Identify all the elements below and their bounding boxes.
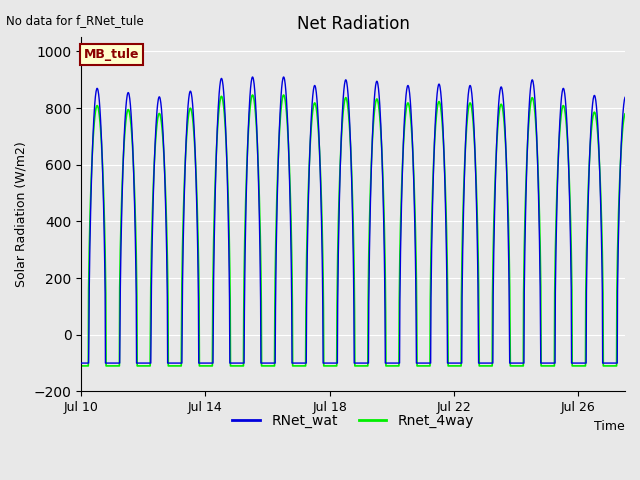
Line: RNet_wat: RNet_wat	[81, 77, 625, 363]
Rnet_4way	[280, 92, 287, 98]
RNet_wat	[124, 90, 132, 96]
Y-axis label: Solar Radiation (W/m2): Solar Radiation (W/m2)	[15, 142, 28, 287]
RNet_wat	[442, 221, 450, 227]
Rnet_4way	[77, 363, 85, 369]
Line: Rnet_4way: Rnet_4way	[81, 95, 625, 366]
RNet_wat	[273, 201, 281, 206]
Legend: RNet_wat, Rnet_4way: RNet_wat, Rnet_4way	[227, 409, 479, 434]
RNet_wat	[326, 360, 333, 366]
Rnet_4way	[232, 363, 240, 369]
Rnet_4way	[442, 202, 450, 208]
Rnet_4way	[621, 111, 629, 117]
Rnet_4way	[284, 119, 291, 124]
Rnet_4way	[124, 107, 132, 112]
Text: MB_tule: MB_tule	[84, 48, 140, 61]
X-axis label: Time: Time	[595, 420, 625, 432]
Title: Net Radiation: Net Radiation	[296, 15, 410, 33]
RNet_wat	[280, 74, 287, 80]
RNet_wat	[284, 110, 291, 116]
Rnet_4way	[326, 363, 333, 369]
RNet_wat	[77, 360, 85, 366]
Rnet_4way	[273, 186, 281, 192]
Text: No data for f_RNet_tule: No data for f_RNet_tule	[6, 14, 144, 27]
RNet_wat	[232, 360, 240, 366]
RNet_wat	[621, 95, 629, 100]
